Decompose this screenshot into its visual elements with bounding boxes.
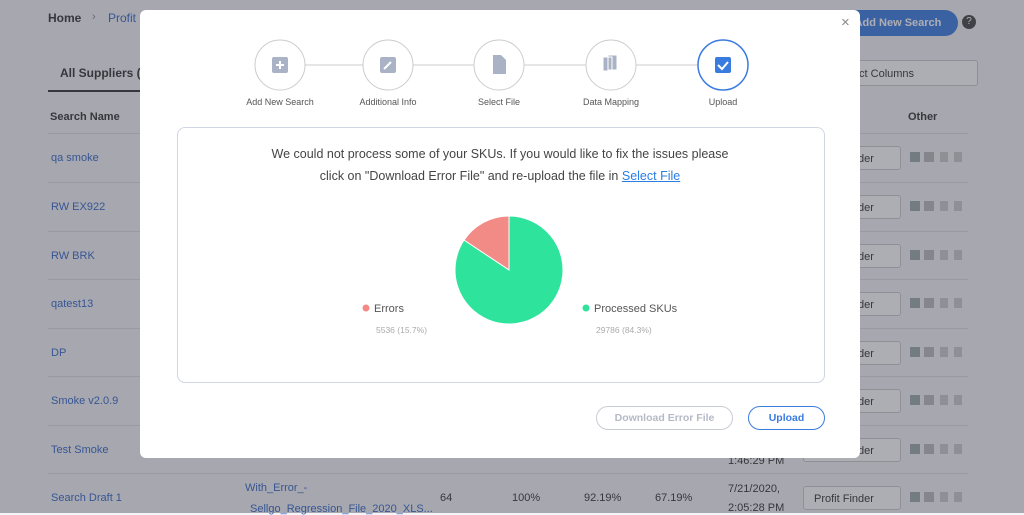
- action-icons: [910, 298, 965, 308]
- profit-finder-select[interactable]: Profit Finder: [803, 486, 901, 510]
- pie-slice: [463, 215, 510, 271]
- icon: [383, 61, 392, 70]
- date: 7/21/2020,: [728, 483, 780, 495]
- message-line: click on "Download Error File" and re-up…: [320, 169, 680, 183]
- upload-modal: × Add New Search Additional Info Select Fi…: [140, 10, 860, 458]
- legend-dot: [582, 304, 590, 312]
- download-error-button[interactable]: Download Error File: [596, 406, 733, 430]
- header-name[interactable]: Search Name: [50, 111, 120, 123]
- search-name[interactable]: Search Draft 1: [51, 492, 122, 504]
- row-time: 1:46:29 PM: [728, 455, 785, 467]
- action-icons: [910, 201, 965, 211]
- result-panel: [177, 127, 825, 383]
- step-icons: [254, 39, 749, 91]
- pie-slice: [454, 215, 564, 325]
- count: 64: [440, 492, 453, 504]
- action-icons: [910, 444, 965, 454]
- value-label: 29786 (84.3%): [596, 325, 652, 335]
- tab-underline: [48, 90, 148, 92]
- select-file-link[interactable]: Select File: [621, 169, 681, 183]
- pie-chart: Errors 5536 (15.7%) Processed SKUs 29786 (8…: [362, 215, 678, 335]
- action-icons: [910, 250, 965, 260]
- action-icons: [910, 347, 965, 357]
- message-text: click on "Download Error File" and re-up…: [319, 169, 619, 183]
- file-name[interactable]: Sellgo_Regression_File_2020_XLS...: [250, 503, 433, 515]
- action-icons: [910, 492, 965, 502]
- action-icons: [910, 395, 965, 405]
- pct: 67.19%: [655, 492, 693, 504]
- breadcrumb-sep: ›: [92, 11, 96, 23]
- search-name[interactable]: qatest13: [51, 298, 94, 310]
- legend-dot: [362, 304, 370, 312]
- search-name[interactable]: Smoke v2.0.9: [51, 395, 119, 407]
- legend-label: Errors: [374, 303, 404, 315]
- breadcrumb-current[interactable]: Profit: [108, 11, 137, 25]
- pct: 92.19%: [584, 492, 622, 504]
- action-icons: [910, 152, 965, 162]
- icon: [715, 57, 731, 73]
- search-name[interactable]: DP: [51, 347, 67, 359]
- icon: [602, 54, 618, 72]
- file-name[interactable]: With_Error_-: [245, 482, 308, 494]
- date: 2:05:28 PM: [728, 502, 785, 514]
- icon: [493, 55, 506, 74]
- suppliers-tab[interactable]: All Suppliers (: [60, 66, 141, 80]
- stepper: [254, 39, 749, 91]
- icon: [717, 61, 729, 71]
- step-label: Select File: [477, 97, 521, 107]
- search-name[interactable]: RW BRK: [51, 250, 95, 262]
- step-label: Data Mapping: [582, 97, 640, 107]
- pct: 100%: [512, 492, 541, 504]
- search-name[interactable]: qa smoke: [51, 152, 99, 164]
- search-name[interactable]: RW EX922: [51, 201, 106, 213]
- search-name[interactable]: Test Smoke: [51, 444, 109, 456]
- step-label: Add New Search: [246, 97, 314, 107]
- icon: [276, 61, 284, 69]
- help-icon[interactable]: ?: [962, 15, 976, 29]
- step-label: Upload: [708, 97, 738, 107]
- separator: [48, 473, 968, 474]
- legend-label: Processed SKUs: [594, 303, 678, 315]
- breadcrumb-home[interactable]: Home: [48, 11, 82, 25]
- close-button[interactable]: ×: [841, 14, 850, 31]
- header-other: Other: [908, 111, 938, 123]
- message-line: We could not process some of your SKUs. …: [271, 147, 729, 161]
- value-label: 5536 (15.7%): [376, 325, 427, 335]
- step-label: Additional Info: [359, 97, 417, 107]
- upload-button[interactable]: Upload: [748, 406, 825, 430]
